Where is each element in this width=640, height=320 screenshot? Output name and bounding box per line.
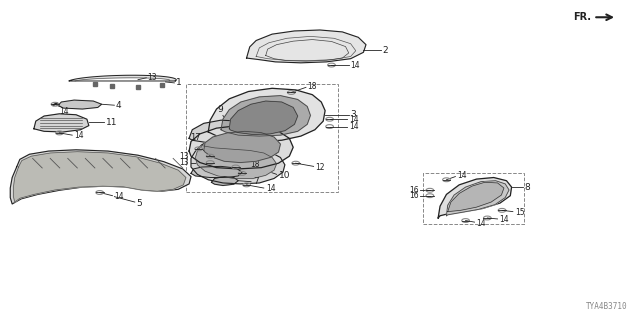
Polygon shape [191,141,285,184]
Text: 14: 14 [499,215,508,224]
Text: 13: 13 [179,152,189,161]
Text: 2: 2 [383,45,388,55]
Text: 8: 8 [524,183,530,192]
Polygon shape [447,181,509,216]
Polygon shape [246,30,366,63]
Text: 18: 18 [243,153,253,162]
Polygon shape [189,125,293,169]
Text: 14: 14 [349,122,358,131]
Text: 14: 14 [266,184,275,193]
Polygon shape [191,166,242,178]
Polygon shape [204,131,280,163]
Text: 16: 16 [409,186,419,195]
Polygon shape [13,152,186,202]
Text: 3: 3 [351,110,356,119]
Text: 10: 10 [278,171,290,180]
Text: 14: 14 [74,131,84,140]
Polygon shape [10,150,191,204]
Text: 11: 11 [106,118,118,127]
Text: 18: 18 [250,160,259,169]
Polygon shape [211,177,238,186]
Text: 5: 5 [136,198,142,207]
Polygon shape [208,88,325,141]
Polygon shape [229,101,298,134]
Text: 14: 14 [349,115,358,124]
Polygon shape [58,100,102,109]
Text: FR.: FR. [573,12,591,22]
Text: 14: 14 [351,60,360,69]
Polygon shape [448,182,504,212]
Text: 14: 14 [476,219,486,228]
Polygon shape [195,146,276,179]
Text: 15: 15 [515,208,524,217]
Text: 14: 14 [458,172,467,180]
Text: 17: 17 [190,132,201,141]
Text: 18: 18 [307,82,317,91]
Text: 14: 14 [60,108,69,116]
Text: 12: 12 [315,163,324,172]
Polygon shape [34,114,89,132]
Polygon shape [438,178,511,218]
Text: 13: 13 [179,158,189,167]
Text: 4: 4 [116,101,121,110]
Polygon shape [221,96,310,136]
Text: 13: 13 [148,73,157,82]
Text: TYA4B3710: TYA4B3710 [586,302,628,311]
Polygon shape [189,120,261,144]
Text: 6: 6 [209,149,214,158]
Text: 1: 1 [176,78,182,87]
Text: 9: 9 [218,105,223,115]
Polygon shape [69,75,176,81]
Text: 7: 7 [253,177,259,186]
Text: 14: 14 [115,192,124,201]
Text: 16: 16 [409,191,419,200]
